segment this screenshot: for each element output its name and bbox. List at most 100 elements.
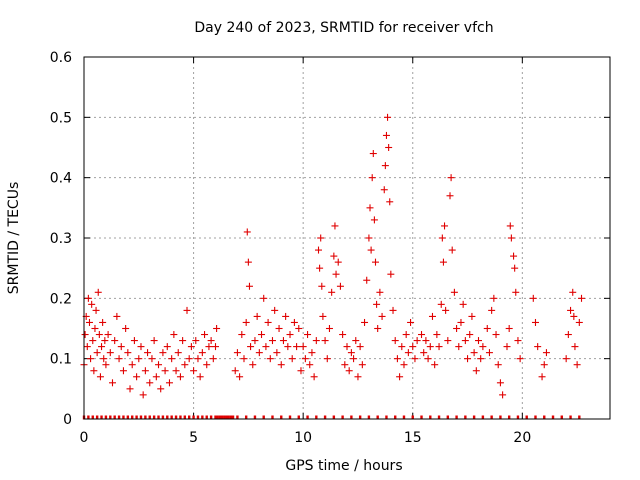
data-point bbox=[194, 355, 202, 363]
data-point bbox=[249, 361, 257, 369]
data-point bbox=[95, 331, 103, 339]
data-point bbox=[540, 361, 548, 369]
data-point bbox=[190, 367, 198, 375]
data-point bbox=[201, 331, 209, 339]
data-point bbox=[253, 312, 261, 320]
data-point bbox=[514, 337, 522, 345]
data-point bbox=[148, 355, 156, 363]
data-point bbox=[262, 343, 270, 351]
y-tick-label: 0.5 bbox=[50, 110, 72, 126]
data-point bbox=[422, 337, 430, 345]
data-point bbox=[258, 331, 266, 339]
data-point bbox=[479, 343, 487, 351]
data-point bbox=[492, 331, 500, 339]
data-point bbox=[494, 361, 502, 369]
data-point bbox=[389, 306, 397, 314]
data-point bbox=[85, 318, 93, 326]
data-point bbox=[318, 282, 326, 290]
data-point bbox=[444, 337, 452, 345]
x-tick-label: 10 bbox=[294, 430, 312, 446]
data-point bbox=[564, 331, 572, 339]
data-point bbox=[117, 343, 125, 351]
data-point bbox=[352, 337, 360, 345]
data-point bbox=[466, 331, 474, 339]
data-point bbox=[183, 306, 191, 314]
data-point bbox=[562, 355, 570, 363]
data-point bbox=[396, 373, 404, 381]
data-point bbox=[119, 367, 127, 375]
data-point bbox=[381, 162, 389, 170]
data-point bbox=[255, 349, 263, 357]
x-tick-label: 5 bbox=[189, 430, 198, 446]
data-point bbox=[170, 331, 178, 339]
data-point bbox=[90, 367, 98, 375]
data-point bbox=[378, 312, 386, 320]
data-point bbox=[435, 343, 443, 351]
data-point bbox=[155, 361, 163, 369]
data-point bbox=[507, 234, 515, 242]
data-point bbox=[231, 367, 239, 375]
x-tick-label: 20 bbox=[513, 430, 531, 446]
data-point bbox=[315, 246, 323, 254]
data-point bbox=[207, 337, 215, 345]
data-point bbox=[365, 234, 373, 242]
data-point bbox=[87, 355, 95, 363]
data-point bbox=[290, 318, 298, 326]
data-point bbox=[506, 222, 514, 230]
data-point bbox=[354, 373, 362, 381]
data-point bbox=[368, 174, 376, 182]
data-point bbox=[336, 282, 344, 290]
data-point bbox=[115, 355, 123, 363]
data-point bbox=[350, 355, 358, 363]
data-point bbox=[341, 361, 349, 369]
data-point bbox=[174, 349, 182, 357]
data-point bbox=[240, 355, 248, 363]
data-point bbox=[260, 294, 268, 302]
data-point bbox=[575, 318, 583, 326]
data-point bbox=[321, 337, 329, 345]
data-point bbox=[420, 349, 428, 357]
data-point bbox=[567, 306, 575, 314]
data-point bbox=[573, 361, 581, 369]
data-point bbox=[402, 331, 410, 339]
data-point bbox=[400, 361, 408, 369]
data-point bbox=[503, 343, 511, 351]
data-point bbox=[94, 288, 102, 296]
data-point bbox=[88, 300, 96, 308]
data-point bbox=[203, 361, 211, 369]
data-point bbox=[510, 252, 518, 260]
data-point bbox=[113, 312, 121, 320]
data-point bbox=[185, 355, 193, 363]
data-point bbox=[100, 355, 108, 363]
data-point bbox=[531, 318, 539, 326]
data-point bbox=[282, 312, 290, 320]
data-point bbox=[271, 306, 279, 314]
data-point bbox=[108, 379, 116, 387]
data-point bbox=[299, 343, 307, 351]
data-point bbox=[146, 379, 154, 387]
data-point bbox=[317, 234, 325, 242]
data-point bbox=[168, 355, 176, 363]
data-point bbox=[295, 325, 303, 332]
x-axis-label: GPS time / hours bbox=[285, 458, 402, 474]
x-tick-labels: 0 5 10 15 20 bbox=[80, 430, 532, 446]
data-point bbox=[477, 355, 485, 363]
data-point bbox=[325, 325, 333, 332]
data-point bbox=[511, 264, 519, 272]
data-point bbox=[233, 349, 241, 357]
data-point bbox=[179, 337, 187, 345]
data-point bbox=[122, 325, 130, 332]
data-point bbox=[407, 318, 415, 326]
data-point bbox=[273, 349, 281, 357]
data-point bbox=[133, 373, 141, 381]
data-point bbox=[286, 331, 294, 339]
data-point bbox=[446, 192, 454, 200]
data-point bbox=[93, 349, 101, 357]
data-point bbox=[433, 331, 441, 339]
data-point bbox=[275, 325, 283, 332]
data-point bbox=[457, 318, 465, 326]
data-point bbox=[328, 288, 336, 296]
data-point bbox=[165, 379, 173, 387]
data-point bbox=[297, 367, 305, 375]
data-point bbox=[293, 343, 301, 351]
